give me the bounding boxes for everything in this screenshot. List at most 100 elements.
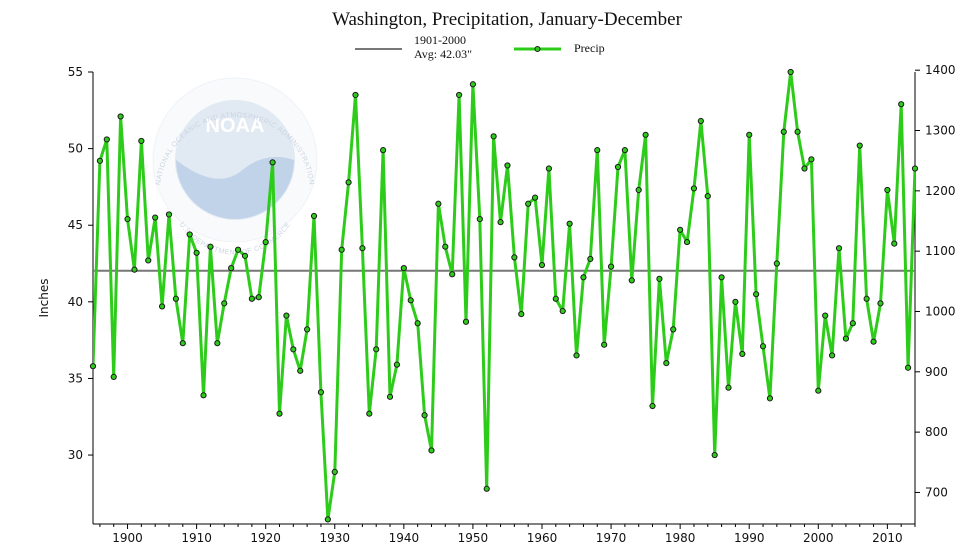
data-point (304, 326, 311, 333)
data-point (663, 360, 670, 367)
legend-series-label: Precip (574, 41, 605, 55)
data-point (186, 231, 193, 238)
data-point (179, 340, 186, 347)
data-point (103, 136, 110, 143)
data-point (152, 214, 159, 221)
data-point (476, 215, 483, 223)
data-point (766, 395, 774, 402)
data-point (773, 260, 780, 267)
data-point (566, 220, 573, 227)
y2-tick-label: 1300 (925, 124, 956, 138)
data-point (849, 320, 856, 327)
data-point (670, 326, 677, 333)
x-tick-label: 1960 (527, 531, 558, 545)
data-point (559, 307, 566, 315)
data-point (518, 310, 525, 318)
data-point (228, 265, 235, 272)
x-tick-label: 1900 (112, 531, 143, 545)
data-point (393, 361, 401, 368)
y-tick-label: 35 (68, 371, 83, 385)
data-point (863, 295, 870, 302)
data-point (621, 147, 628, 154)
y2-tick-label: 800 (925, 425, 948, 439)
data-point (490, 133, 497, 140)
data-point (241, 252, 249, 259)
y2-tick-label: 1000 (925, 304, 956, 318)
x-ticks: 1900 1910 1920 1930 1940 1950 1960 1970 1980 1990… (99, 524, 916, 545)
y-tick-label: 40 (68, 295, 83, 309)
y2-tick-label: 1100 (925, 244, 956, 258)
data-point (829, 352, 836, 359)
data-point (352, 91, 359, 99)
data-point (594, 147, 601, 154)
data-point (338, 246, 345, 253)
data-point (891, 240, 898, 247)
data-point (683, 238, 691, 246)
data-point (359, 245, 366, 252)
legend-baseline-avg: Avg: 42.03" (414, 47, 472, 61)
data-point (407, 297, 414, 304)
legend-series-marker (534, 46, 541, 52)
data-point (822, 312, 829, 319)
data-point (345, 179, 352, 186)
x-tick-label: 1990 (734, 531, 765, 545)
data-point (145, 257, 152, 264)
data-point (545, 165, 552, 172)
data-point (234, 246, 242, 253)
data-point (635, 186, 642, 194)
data-point (607, 263, 615, 270)
data-point (131, 266, 138, 273)
data-point (739, 350, 746, 358)
data-point (732, 298, 739, 305)
x-tick-label: 1980 (665, 531, 696, 545)
data-point (759, 343, 767, 350)
y-tick-label: 45 (68, 218, 83, 232)
data-point (380, 147, 387, 154)
data-point (573, 352, 580, 359)
x-tick-label: 1950 (458, 531, 489, 545)
data-point (808, 156, 815, 163)
y2-tick-label: 700 (925, 485, 948, 499)
data-point (276, 410, 283, 417)
data-point (587, 255, 594, 263)
y2-tick-label: 900 (925, 365, 948, 379)
data-point (269, 159, 276, 166)
data-point (469, 81, 477, 88)
data-point (221, 300, 228, 307)
data-point (642, 131, 649, 138)
data-point (677, 226, 684, 233)
y2-tick-label: 1400 (925, 63, 956, 77)
data-point (787, 68, 794, 76)
data-point (898, 101, 905, 108)
data-point (283, 312, 290, 319)
legend-baseline-label: 1901-2000 (414, 33, 466, 47)
data-point (366, 410, 373, 417)
data-point (117, 113, 124, 120)
data-point (884, 186, 891, 194)
data-point (193, 249, 200, 256)
data-point (725, 384, 732, 391)
data-point (428, 447, 435, 454)
data-point (165, 211, 173, 218)
data-point (746, 131, 753, 138)
data-point (835, 245, 843, 252)
noaa-watermark: NOAA NATIONAL OCEANIC AND ATMOSPHERIC AD… (152, 77, 318, 257)
data-point (628, 277, 635, 284)
x-tick-label: 1930 (319, 531, 350, 545)
data-point (200, 392, 207, 399)
data-point (290, 346, 297, 353)
data-point (386, 393, 394, 400)
data-point (690, 185, 698, 192)
data-point (525, 200, 532, 207)
data-point (435, 200, 442, 207)
data-point (310, 212, 318, 220)
data-point (801, 165, 808, 172)
y-tick-label: 30 (68, 448, 83, 462)
data-point (297, 367, 304, 374)
data-point (601, 341, 608, 348)
y-ticks-right: 700 800 900 1000 1100 1200 1300 1400 (915, 63, 956, 499)
data-point (158, 303, 166, 310)
data-point (449, 271, 456, 278)
x-tick-label: 1940 (389, 531, 420, 545)
